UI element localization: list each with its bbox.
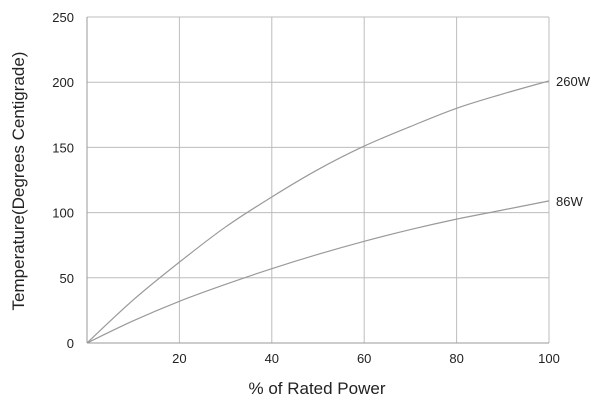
x-axis-title: % of Rated Power <box>248 379 385 398</box>
y-tick-label: 250 <box>52 10 74 25</box>
tick-labels: 20 40 60 80 100 0 50 100 150 200 250 <box>52 10 560 366</box>
x-tick-label: 20 <box>172 351 186 366</box>
y-tick-label: 200 <box>52 75 74 90</box>
grid <box>87 16 550 343</box>
y-tick-label: 50 <box>60 271 74 286</box>
x-tick-label: 60 <box>357 351 371 366</box>
x-tick-label: 40 <box>265 351 279 366</box>
y-tick-label: 150 <box>52 140 74 155</box>
x-tick-label: 80 <box>449 351 463 366</box>
series-line-86W <box>86 200 550 344</box>
series-lines: 260W 86W <box>86 74 591 344</box>
y-tick-label: 0 <box>67 336 74 351</box>
axes <box>86 17 549 344</box>
series-line-260W <box>86 80 550 344</box>
x-tick-label: 100 <box>538 351 560 366</box>
series-label-260W: 260W <box>556 74 591 89</box>
y-axis-title: Temperature(Degrees Centigrade) <box>9 52 28 311</box>
y-tick-label: 100 <box>52 206 74 221</box>
series-label-86W: 86W <box>556 194 583 209</box>
